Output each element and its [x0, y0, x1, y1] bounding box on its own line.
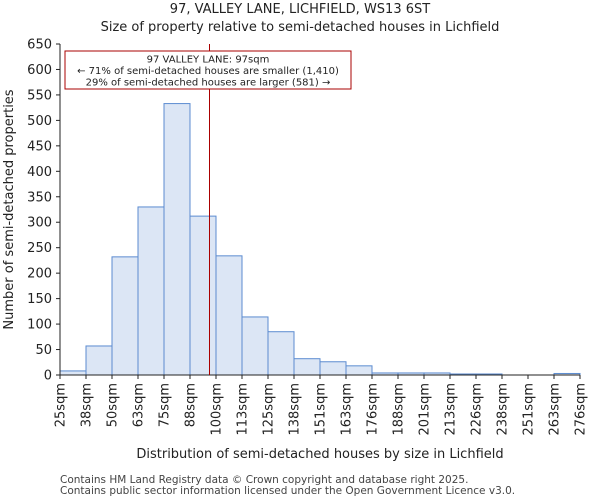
- x-tick-label: 88sqm: [184, 383, 199, 427]
- y-tick-label: 50: [35, 343, 52, 358]
- x-tick-label: 125sqm: [262, 383, 277, 436]
- x-tick-label: 151sqm: [314, 383, 329, 436]
- y-tick-label: 300: [27, 216, 52, 231]
- x-tick-label: 25sqm: [54, 383, 69, 427]
- x-tick-label: 63sqm: [132, 383, 147, 427]
- chart-subtitle: Size of property relative to semi-detach…: [100, 20, 500, 35]
- y-tick-label: 250: [27, 241, 52, 256]
- x-tick-label: 276sqm: [574, 383, 589, 436]
- x-tick-label: 226sqm: [470, 383, 485, 436]
- x-tick-label: 251sqm: [522, 383, 537, 436]
- annotation-box: [64, 50, 352, 90]
- histogram-bar: [241, 316, 269, 376]
- x-tick-label: 176sqm: [366, 383, 381, 436]
- y-tick-label: 100: [27, 318, 52, 333]
- x-tick-label: 263sqm: [548, 383, 563, 436]
- x-axis-title: Distribution of semi-detached houses by …: [136, 447, 503, 462]
- histogram-bar: [293, 358, 321, 376]
- histogram-bar: [189, 215, 217, 376]
- x-tick-label: 188sqm: [392, 383, 407, 436]
- histogram-bar: [111, 256, 139, 376]
- chart-title: 97, VALLEY LANE, LICHFIELD, WS13 6ST: [169, 2, 431, 17]
- y-tick-label: 0: [44, 369, 52, 384]
- footer-licence: Contains public sector information licen…: [60, 485, 516, 497]
- x-tick-label: 50sqm: [106, 383, 121, 427]
- y-tick-label: 350: [27, 190, 52, 205]
- y-tick-label: 450: [27, 139, 52, 154]
- histogram-bar: [163, 103, 191, 376]
- histogram-bar: [267, 331, 295, 376]
- histogram-bar: [215, 255, 243, 376]
- histogram-bar: [319, 361, 347, 376]
- y-tick-label: 600: [27, 63, 52, 78]
- y-tick-label: 650: [27, 38, 52, 53]
- x-tick-label: 38sqm: [80, 383, 95, 427]
- y-tick-label: 550: [27, 88, 52, 103]
- y-tick-label: 400: [27, 165, 52, 180]
- y-axis-title: Number of semi-detached properties: [2, 89, 17, 329]
- x-tick-label: 238sqm: [496, 383, 511, 436]
- x-tick-label: 213sqm: [444, 383, 459, 436]
- histogram-bar: [137, 206, 165, 376]
- annotation-line-1: 97 VALLEY LANE: 97sqm: [147, 55, 270, 66]
- histogram-bar: [85, 345, 113, 376]
- x-tick-label: 75sqm: [158, 383, 173, 427]
- x-tick-label: 113sqm: [236, 383, 251, 436]
- x-tick-label: 138sqm: [288, 383, 303, 436]
- y-tick-label: 500: [27, 114, 52, 129]
- x-tick-label: 201sqm: [418, 383, 433, 436]
- y-tick-label: 200: [27, 267, 52, 282]
- histogram-bar: [345, 365, 373, 376]
- footer-copyright: Contains HM Land Registry data © Crown c…: [60, 474, 469, 486]
- annotation-line-2: ← 71% of semi-detached houses are smalle…: [77, 66, 339, 77]
- y-tick-label: 150: [27, 292, 52, 307]
- x-tick-label: 100sqm: [210, 383, 225, 436]
- histogram-bar: [59, 370, 87, 376]
- x-tick-label: 163sqm: [340, 383, 355, 436]
- annotation-line-3: 29% of semi-detached houses are larger (…: [86, 78, 331, 89]
